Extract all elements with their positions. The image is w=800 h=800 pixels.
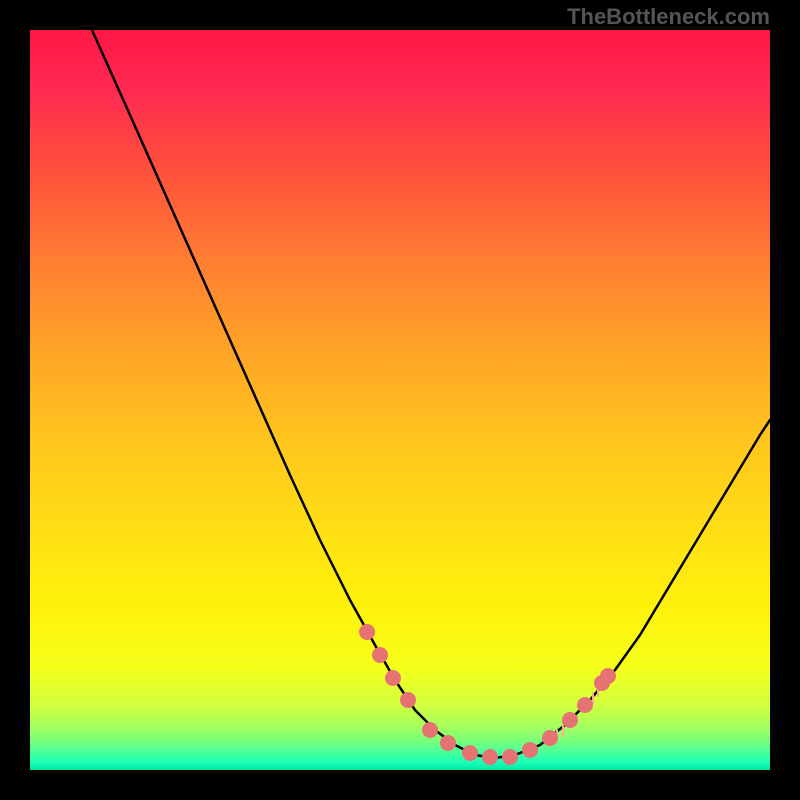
data-marker (440, 735, 456, 751)
watermark-text: TheBottleneck.com (567, 4, 770, 30)
data-marker (462, 745, 478, 761)
data-markers (359, 624, 616, 765)
chart-area (30, 30, 770, 770)
bottleneck-curve (92, 30, 770, 758)
data-marker (422, 722, 438, 738)
data-marker (385, 670, 401, 686)
data-marker (542, 730, 558, 746)
data-marker (577, 697, 593, 713)
data-marker (562, 712, 578, 728)
data-marker (522, 742, 538, 758)
data-marker (372, 647, 388, 663)
data-marker (359, 624, 375, 640)
data-marker (400, 692, 416, 708)
chart-curve-layer (30, 30, 770, 770)
data-marker (482, 749, 498, 765)
data-marker (600, 668, 616, 684)
data-marker (502, 749, 518, 765)
